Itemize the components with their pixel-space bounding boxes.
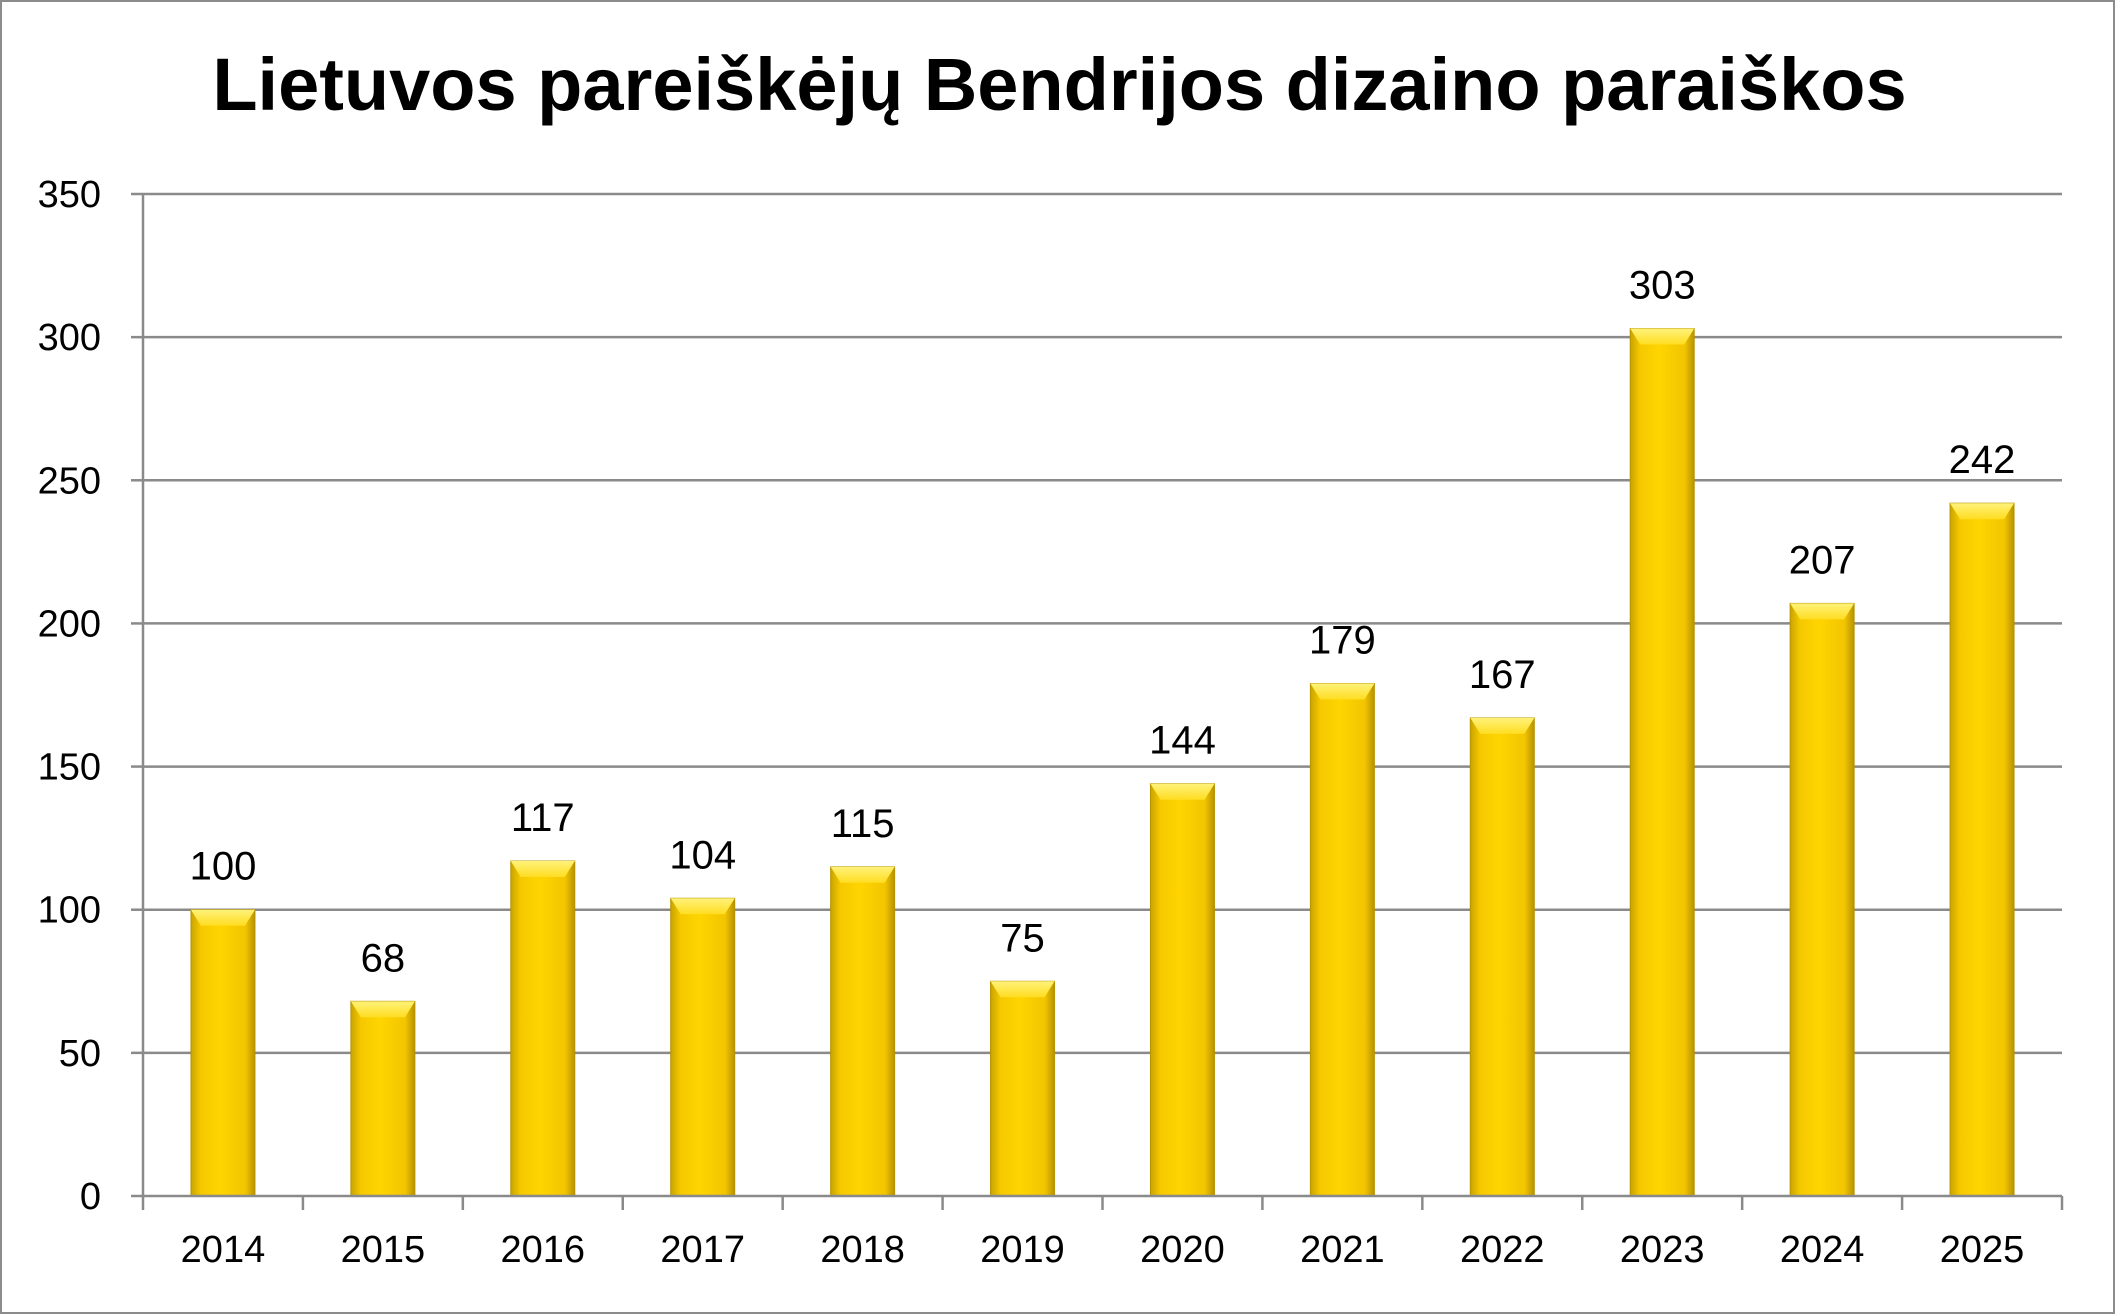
bar	[1309, 683, 1375, 1197]
data-label: 207	[1789, 538, 1856, 582]
data-label: 115	[831, 802, 895, 846]
bar-top-bevel	[1630, 328, 1695, 345]
bar	[1789, 602, 1855, 1197]
bar-top-bevel	[1790, 603, 1855, 620]
bar-top-bevel	[830, 866, 895, 883]
x-tick-label: 2024	[1780, 1229, 1865, 1271]
y-tick-label: 50	[59, 1033, 101, 1075]
x-tick-label: 2020	[1140, 1229, 1225, 1271]
x-tick-label: 2015	[341, 1229, 426, 1271]
bar	[350, 1000, 416, 1197]
bar	[1469, 717, 1535, 1197]
x-tick-label: 2022	[1460, 1229, 1545, 1271]
bar-top-bevel	[990, 981, 1055, 998]
data-label: 242	[1949, 438, 2016, 482]
data-label: 68	[361, 936, 406, 980]
data-label: 104	[669, 833, 736, 877]
y-tick-label: 0	[80, 1176, 101, 1218]
bar-top-bevel	[670, 898, 735, 915]
bar-top-bevel	[1310, 683, 1375, 700]
bar	[830, 866, 896, 1197]
x-tick-label: 2016	[501, 1229, 586, 1271]
bar	[1629, 328, 1695, 1197]
y-tick-label: 100	[38, 890, 101, 932]
y-tick-label: 300	[38, 317, 101, 359]
bar-top-bevel	[1470, 717, 1535, 734]
data-label: 303	[1629, 264, 1696, 308]
bar-top-bevel	[1150, 783, 1215, 800]
bar	[1949, 502, 2015, 1197]
x-tick-label: 2018	[820, 1229, 905, 1271]
x-tick-label: 2023	[1620, 1229, 1705, 1271]
data-label: 75	[1000, 916, 1045, 960]
bar	[990, 980, 1056, 1197]
y-tick-label: 150	[38, 747, 101, 789]
data-label: 179	[1309, 619, 1376, 663]
bar-top-bevel	[190, 909, 255, 926]
x-tick-label: 2019	[980, 1229, 1065, 1271]
x-tick-label: 2021	[1300, 1229, 1385, 1271]
data-label: 167	[1469, 653, 1536, 697]
y-tick-label: 250	[38, 460, 101, 502]
y-tick-label: 200	[38, 603, 101, 645]
x-tick-label: 2014	[181, 1229, 266, 1271]
data-label: 117	[511, 796, 575, 840]
data-label: 144	[1149, 719, 1216, 763]
x-tick-label: 2017	[660, 1229, 745, 1271]
bar-top-bevel	[510, 861, 575, 878]
bar-top-bevel	[1950, 503, 2015, 520]
data-label: 100	[190, 845, 257, 889]
y-tick-label: 350	[38, 174, 101, 216]
bar	[1149, 783, 1215, 1197]
chart-title: Lietuvos pareiškėjų Bendrijos dizaino pa…	[212, 43, 1907, 126]
bar	[670, 897, 736, 1197]
bar	[510, 860, 576, 1197]
bar	[190, 909, 256, 1197]
x-tick-label: 2025	[1940, 1229, 2025, 1271]
bar-top-bevel	[350, 1001, 415, 1018]
